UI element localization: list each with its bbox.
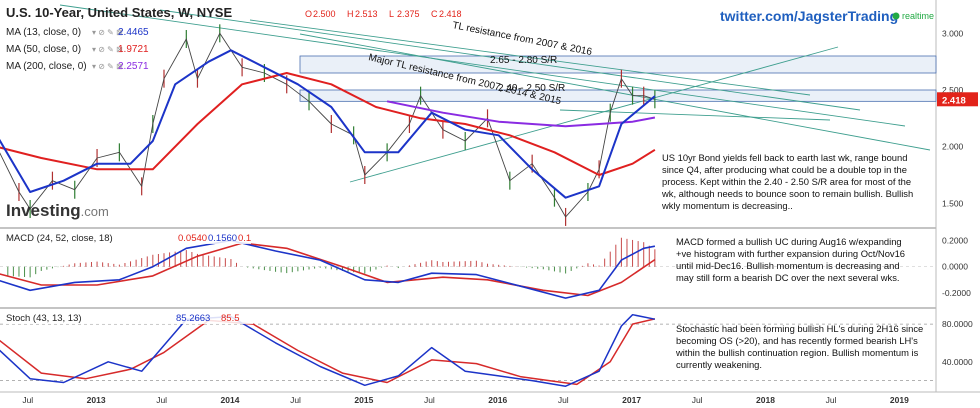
stoch-axis-tick: 80.0000 [942,319,973,329]
x-axis-tick: 2015 [354,395,373,405]
stoch-comment: Stochastic had been forming bullish HL's… [676,323,924,370]
price-axis-tick: 2.500 [942,85,964,95]
ohlc-value: 2.513 [355,9,378,19]
macd-line [0,239,656,299]
twitter-handle[interactable]: twitter.com/JagsterTrading [720,8,898,24]
x-axis-tick: Jul [22,395,33,405]
price-comment: US 10yr Bond yields fell back to earth l… [662,152,914,211]
macd-pane [0,237,936,299]
indicator-row-bg [3,42,163,56]
indicator-controls-icon: ▾ ⊘ ✎ ⊠ [92,62,123,71]
stoch-axis-tick: 40.0000 [942,357,973,367]
indicator-value: 2.2571 [118,61,149,72]
macd-axis-tick: 0.0000 [942,262,968,272]
macd-legend-value: 0.1 [238,233,251,244]
x-axis-tick: Jul [558,395,569,405]
investing-logo: Investing.com [6,201,109,220]
macd-legend: MACD (24, 52, close, 18) 0.0540 0.1560 0.1 [3,231,251,244]
x-axis-tick: 2017 [622,395,641,405]
trendline-3 [299,33,931,151]
macd-legend-bg [3,231,251,244]
x-axis-tick: 2019 [890,395,909,405]
indicator-value: 1.9721 [118,44,149,55]
indicator-label: MA (200, close, 0) [6,61,87,72]
indicator-controls-icon: ▾ ⊘ ✎ ⊠ [92,28,123,37]
ohlc-readout: O 2.500 H 2.513 L 2.375 C 2.418 [305,9,462,19]
trendline-0 [59,4,906,127]
price-comment-box: US 10yr Bond yields fell back to earth l… [662,152,914,211]
macd-axis-tick: 0.2000 [942,235,968,245]
ohlc-key: O [305,9,312,19]
stoch-k-line [0,313,656,387]
indicator-label: MA (50, close, 0) [6,44,81,55]
stoch-pane [0,313,936,387]
indicator-row-bg [3,59,163,73]
macd-legend-value: 0.0540 [178,233,207,244]
ohlc-key: C [431,9,438,19]
ohlc-value: 2.375 [397,9,420,19]
price-badge [937,92,978,107]
stoch-legend-label: Stoch (43, 13, 13) [6,313,82,324]
price-axis-tick: 2.000 [942,142,964,152]
stoch-legend-value: 85.2663 [176,313,210,324]
price-axis-tick: 1.500 [942,198,964,208]
trendline-4 [349,46,839,183]
indicator-controls-icon: ▾ ⊘ ✎ ⊠ [92,45,123,54]
sr-zone-0 [299,55,937,74]
price-pane [0,4,937,226]
symbol-title: U.S. 10-Year, United States, W, NYSE [6,5,232,20]
x-axis-tick: 2016 [488,395,507,405]
trendline-1 [159,9,861,111]
price-badge-value: 2.418 [942,95,966,106]
x-axis-tick: Jul [826,395,837,405]
stoch-comment-box: Stochastic had been forming bullish HL's… [676,323,924,370]
axes: 1.500 2.000 2.500 3.000 0.2000 0.0000 -0.2000 8… [22,28,978,405]
stoch-legend-bg [3,311,253,324]
ma13-line [0,49,656,199]
ohlc-key: L [389,9,394,19]
sr-zone-1 [299,89,937,102]
price-close-line [0,32,656,218]
trendline-2 [249,19,811,96]
macd-legend-label: MACD (24, 52, close, 18) [6,233,113,244]
indicator-row-bg [3,25,163,39]
x-axis-tick: 2013 [87,395,106,405]
realtime-dot-icon [892,12,900,20]
ma200-line [386,100,656,128]
indicator-label: MA (13, close, 0) [6,27,81,38]
x-axis-tick: Jul [156,395,167,405]
macd-comment-box: MACD formed a bullish UC during Aug16 w/… [676,236,906,283]
x-axis-tick: 2014 [221,395,240,405]
ohlc-value: 2.418 [439,9,462,19]
trendline-5 [559,109,831,121]
x-axis-tick: Jul [692,395,703,405]
x-axis-tick: Jul [424,395,435,405]
x-axis-tick: Jul [290,395,301,405]
ohlc-key: H [347,9,354,19]
macd-signal-line [0,242,656,297]
sr-265-280-label: 2.65 - 2.80 S/R [490,55,557,66]
stoch-legend-value: 85.5 [221,313,240,324]
macd-legend-value: 0.1560 [208,233,237,244]
macd-axis-tick: -0.2000 [942,288,971,298]
indicator-value: 2.4465 [118,27,149,38]
macd-comment: MACD formed a bullish UC during Aug16 w/… [676,236,906,283]
realtime-label: realtime [902,11,934,21]
ma50-line [0,72,656,176]
sr-240-250-label: 2.40 - 2.50 S/R [498,83,565,94]
ohlc-value: 2.500 [313,9,336,19]
x-axis-tick: 2018 [756,395,775,405]
stoch-legend: Stoch (43, 13, 13) 85.2663 85.5 [3,311,253,324]
price-axis-tick: 3.000 [942,28,964,38]
